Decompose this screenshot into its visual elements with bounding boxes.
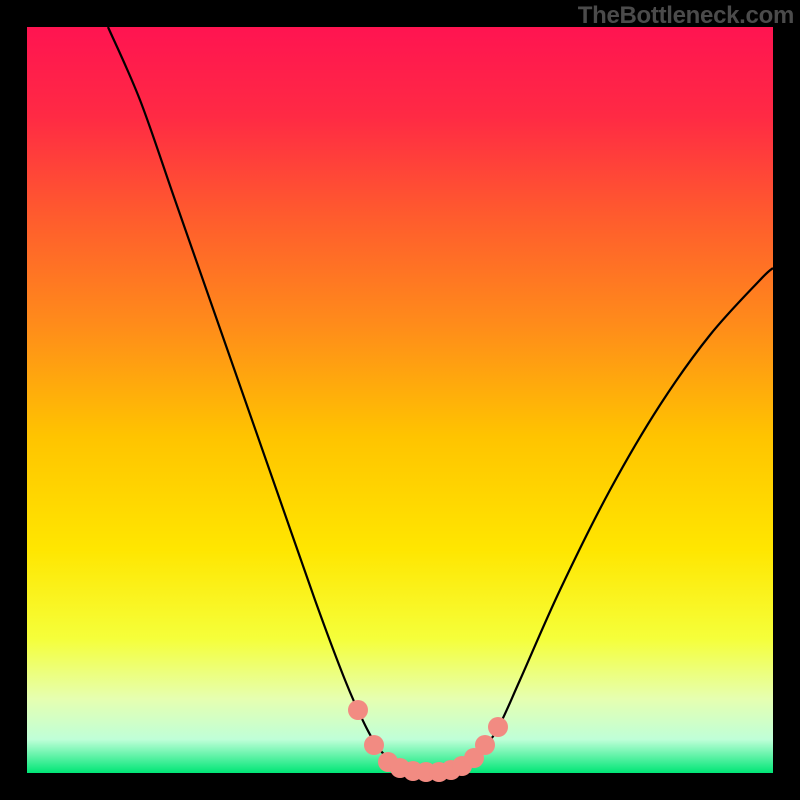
optimal-marker [475,735,495,755]
optimal-marker [348,700,368,720]
optimal-marker [364,735,384,755]
chart-frame: TheBottleneck.com [0,0,800,800]
optimal-marker [488,717,508,737]
chart-overlay [0,0,800,800]
bottleneck-curve [108,27,773,771]
optimal-zone-markers [348,700,508,782]
